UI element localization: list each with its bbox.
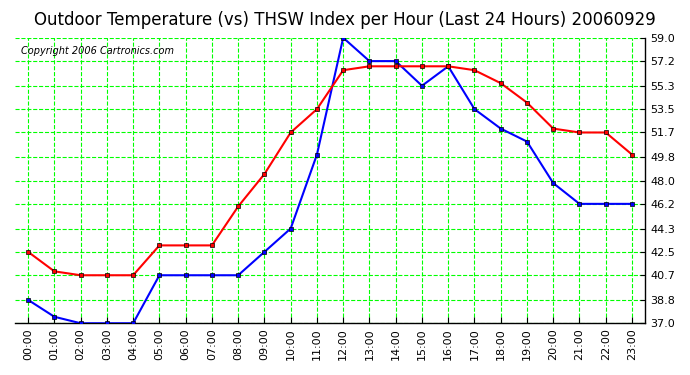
- Text: Copyright 2006 Cartronics.com: Copyright 2006 Cartronics.com: [21, 46, 175, 56]
- Text: Outdoor Temperature (vs) THSW Index per Hour (Last 24 Hours) 20060929: Outdoor Temperature (vs) THSW Index per …: [34, 11, 656, 29]
